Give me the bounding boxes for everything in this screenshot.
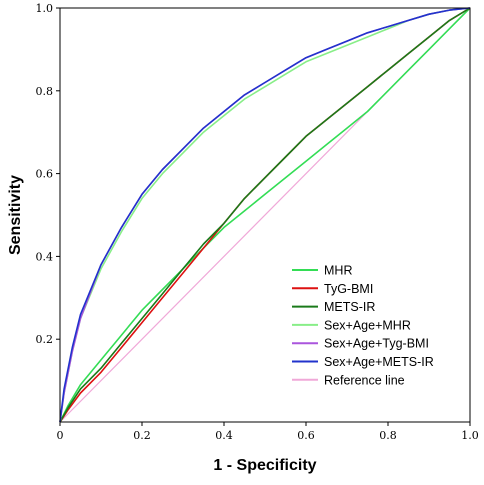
series-line-sex-age-mhr [59,7,471,423]
plot-frame [59,7,471,423]
legend-label: Sex+Age+METS-IR [324,355,434,369]
series-line-sex-age-mets-ir [59,7,471,423]
x-tick-label: 0.4 [215,429,233,442]
legend-label: MHR [324,264,352,278]
x-tick-label: 0.8 [379,429,397,442]
y-axis-title: Sensitivity [7,175,24,255]
y-tick-label: 0.2 [36,333,54,346]
legend-label: Sex+Age+Tyg-BMI [324,337,429,351]
y-tick-label: 0.4 [36,250,54,263]
x-tick-label: 1.0 [461,429,479,442]
x-tick-label: 0.2 [133,429,151,442]
x-tick-label: 0.6 [297,429,315,442]
series-line-mhr [59,7,471,423]
legend: MHR TyG-BMI METS-IR Sex+Age+MHR Sex+Age+Tyg-… [292,264,434,387]
y-tick-label: 1.0 [36,2,54,15]
legend-label: METS-IR [324,300,375,314]
series-line-mets-ir [59,7,471,423]
legend-label: Sex+Age+MHR [324,318,411,332]
x-axis-title: 1 - Specificity [213,457,316,474]
axis-ticks: 0 0.2 0.4 0.6 0.8 1.0 0.2 0.4 0.6 0.8 1.0 [36,2,479,442]
y-tick-label: 0.6 [36,168,54,181]
series-lines [59,7,471,423]
legend-label: Reference line [324,373,405,387]
legend-label: TyG-BMI [324,282,373,296]
x-tick-label: 0 [57,429,64,442]
y-tick-label: 0.8 [36,85,54,98]
